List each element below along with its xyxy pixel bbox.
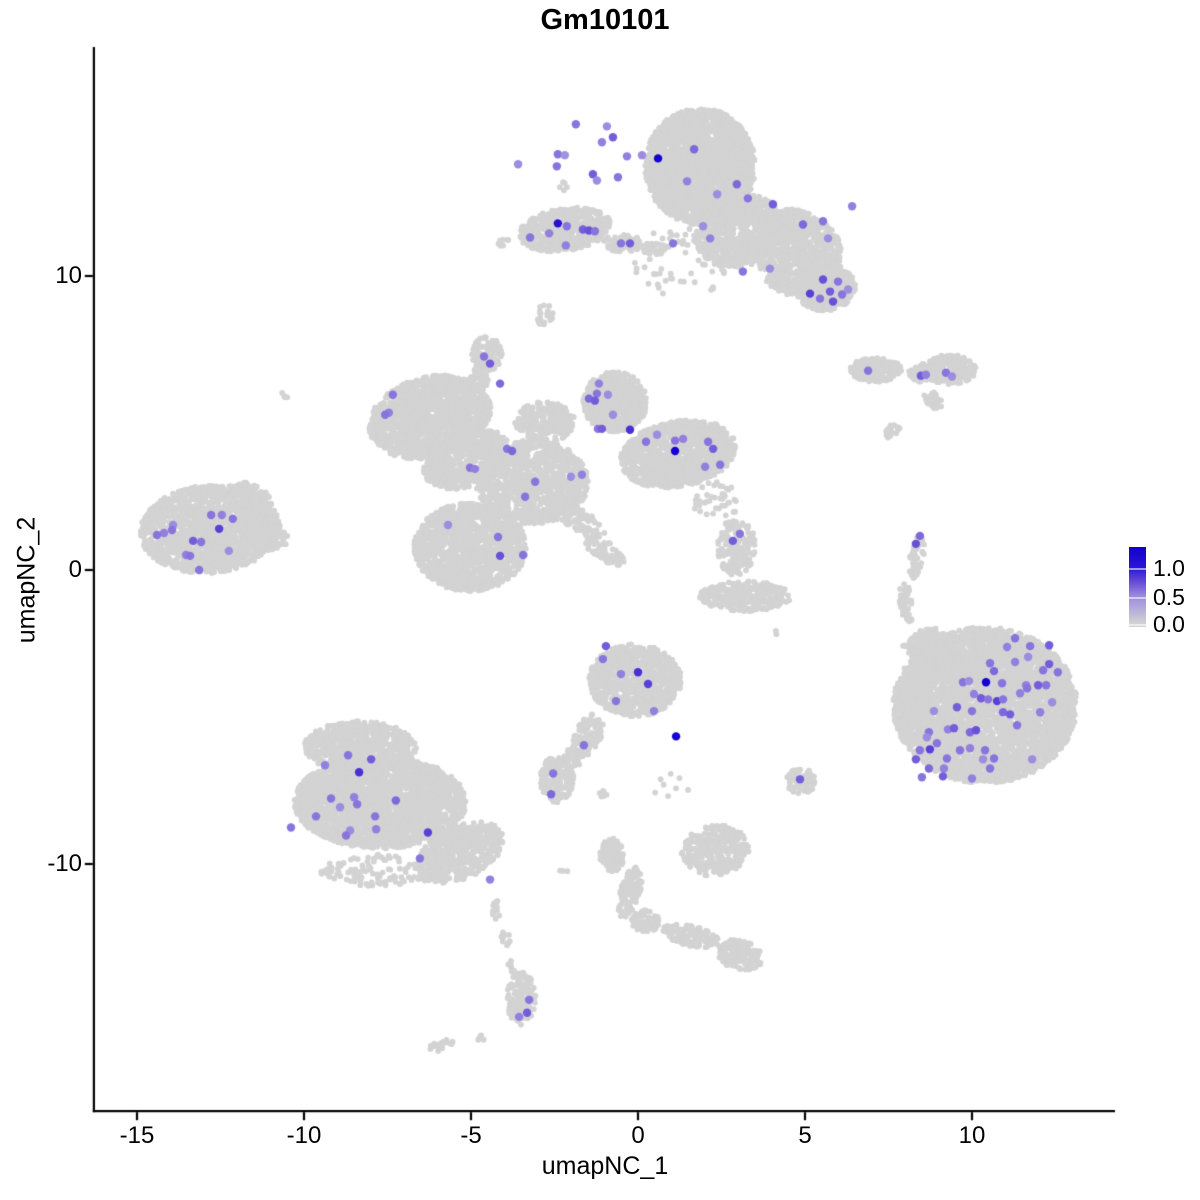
x-tick-label: 10 (958, 1122, 986, 1149)
x-tick-label: 0 (631, 1122, 645, 1149)
x-axis-label: umapNC_1 (541, 1152, 669, 1180)
x-tick-label: -5 (460, 1122, 482, 1149)
y-tick-label: 10 (55, 262, 82, 289)
y-tick-label: 0 (68, 556, 82, 583)
x-tick-label: -10 (286, 1122, 322, 1149)
legend-gradient-bar (1129, 547, 1146, 627)
legend-label-high: 1.0 (1153, 555, 1185, 581)
y-tick-label: -10 (47, 850, 82, 877)
plot-title: Gm10101 (540, 4, 670, 36)
legend-label-mid: 0.5 (1153, 584, 1185, 610)
x-tick-label: -15 (119, 1122, 155, 1149)
expression-colorbar-legend: 1.0 0.5 0.0 (1129, 547, 1199, 637)
legend-tick-1.0 (1129, 568, 1146, 570)
legend-tick-0.0 (1129, 624, 1146, 626)
x-tick-label: 5 (798, 1122, 812, 1149)
legend-tick-0.5 (1129, 597, 1146, 599)
legend-label-low: 0.0 (1153, 611, 1185, 637)
